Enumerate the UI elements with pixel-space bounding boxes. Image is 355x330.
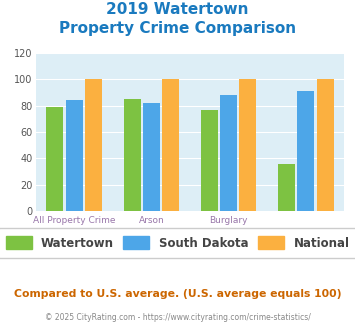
- Bar: [220, 95, 237, 211]
- Text: Compared to U.S. average. (U.S. average equals 100): Compared to U.S. average. (U.S. average …: [14, 289, 341, 299]
- Text: Larceny & Theft: Larceny & Theft: [115, 229, 187, 238]
- Bar: [85, 79, 102, 211]
- Bar: [239, 79, 256, 211]
- Bar: [162, 79, 179, 211]
- Bar: [143, 103, 160, 211]
- Text: Property Crime Comparison: Property Crime Comparison: [59, 21, 296, 36]
- Text: 2019 Watertown: 2019 Watertown: [106, 2, 249, 16]
- Text: All Property Crime: All Property Crime: [33, 216, 115, 225]
- Bar: [317, 79, 334, 211]
- Bar: [297, 91, 314, 211]
- Bar: [46, 107, 63, 211]
- Text: Arson: Arson: [138, 216, 164, 225]
- Text: Motor Vehicle Theft: Motor Vehicle Theft: [185, 229, 273, 238]
- Bar: [201, 110, 218, 211]
- Bar: [124, 99, 141, 211]
- Text: Burglary: Burglary: [209, 216, 248, 225]
- Bar: [278, 164, 295, 211]
- Bar: [66, 100, 83, 211]
- Legend: Watertown, South Dakota, National: Watertown, South Dakota, National: [0, 228, 355, 258]
- Text: © 2025 CityRating.com - https://www.cityrating.com/crime-statistics/: © 2025 CityRating.com - https://www.city…: [45, 313, 310, 322]
